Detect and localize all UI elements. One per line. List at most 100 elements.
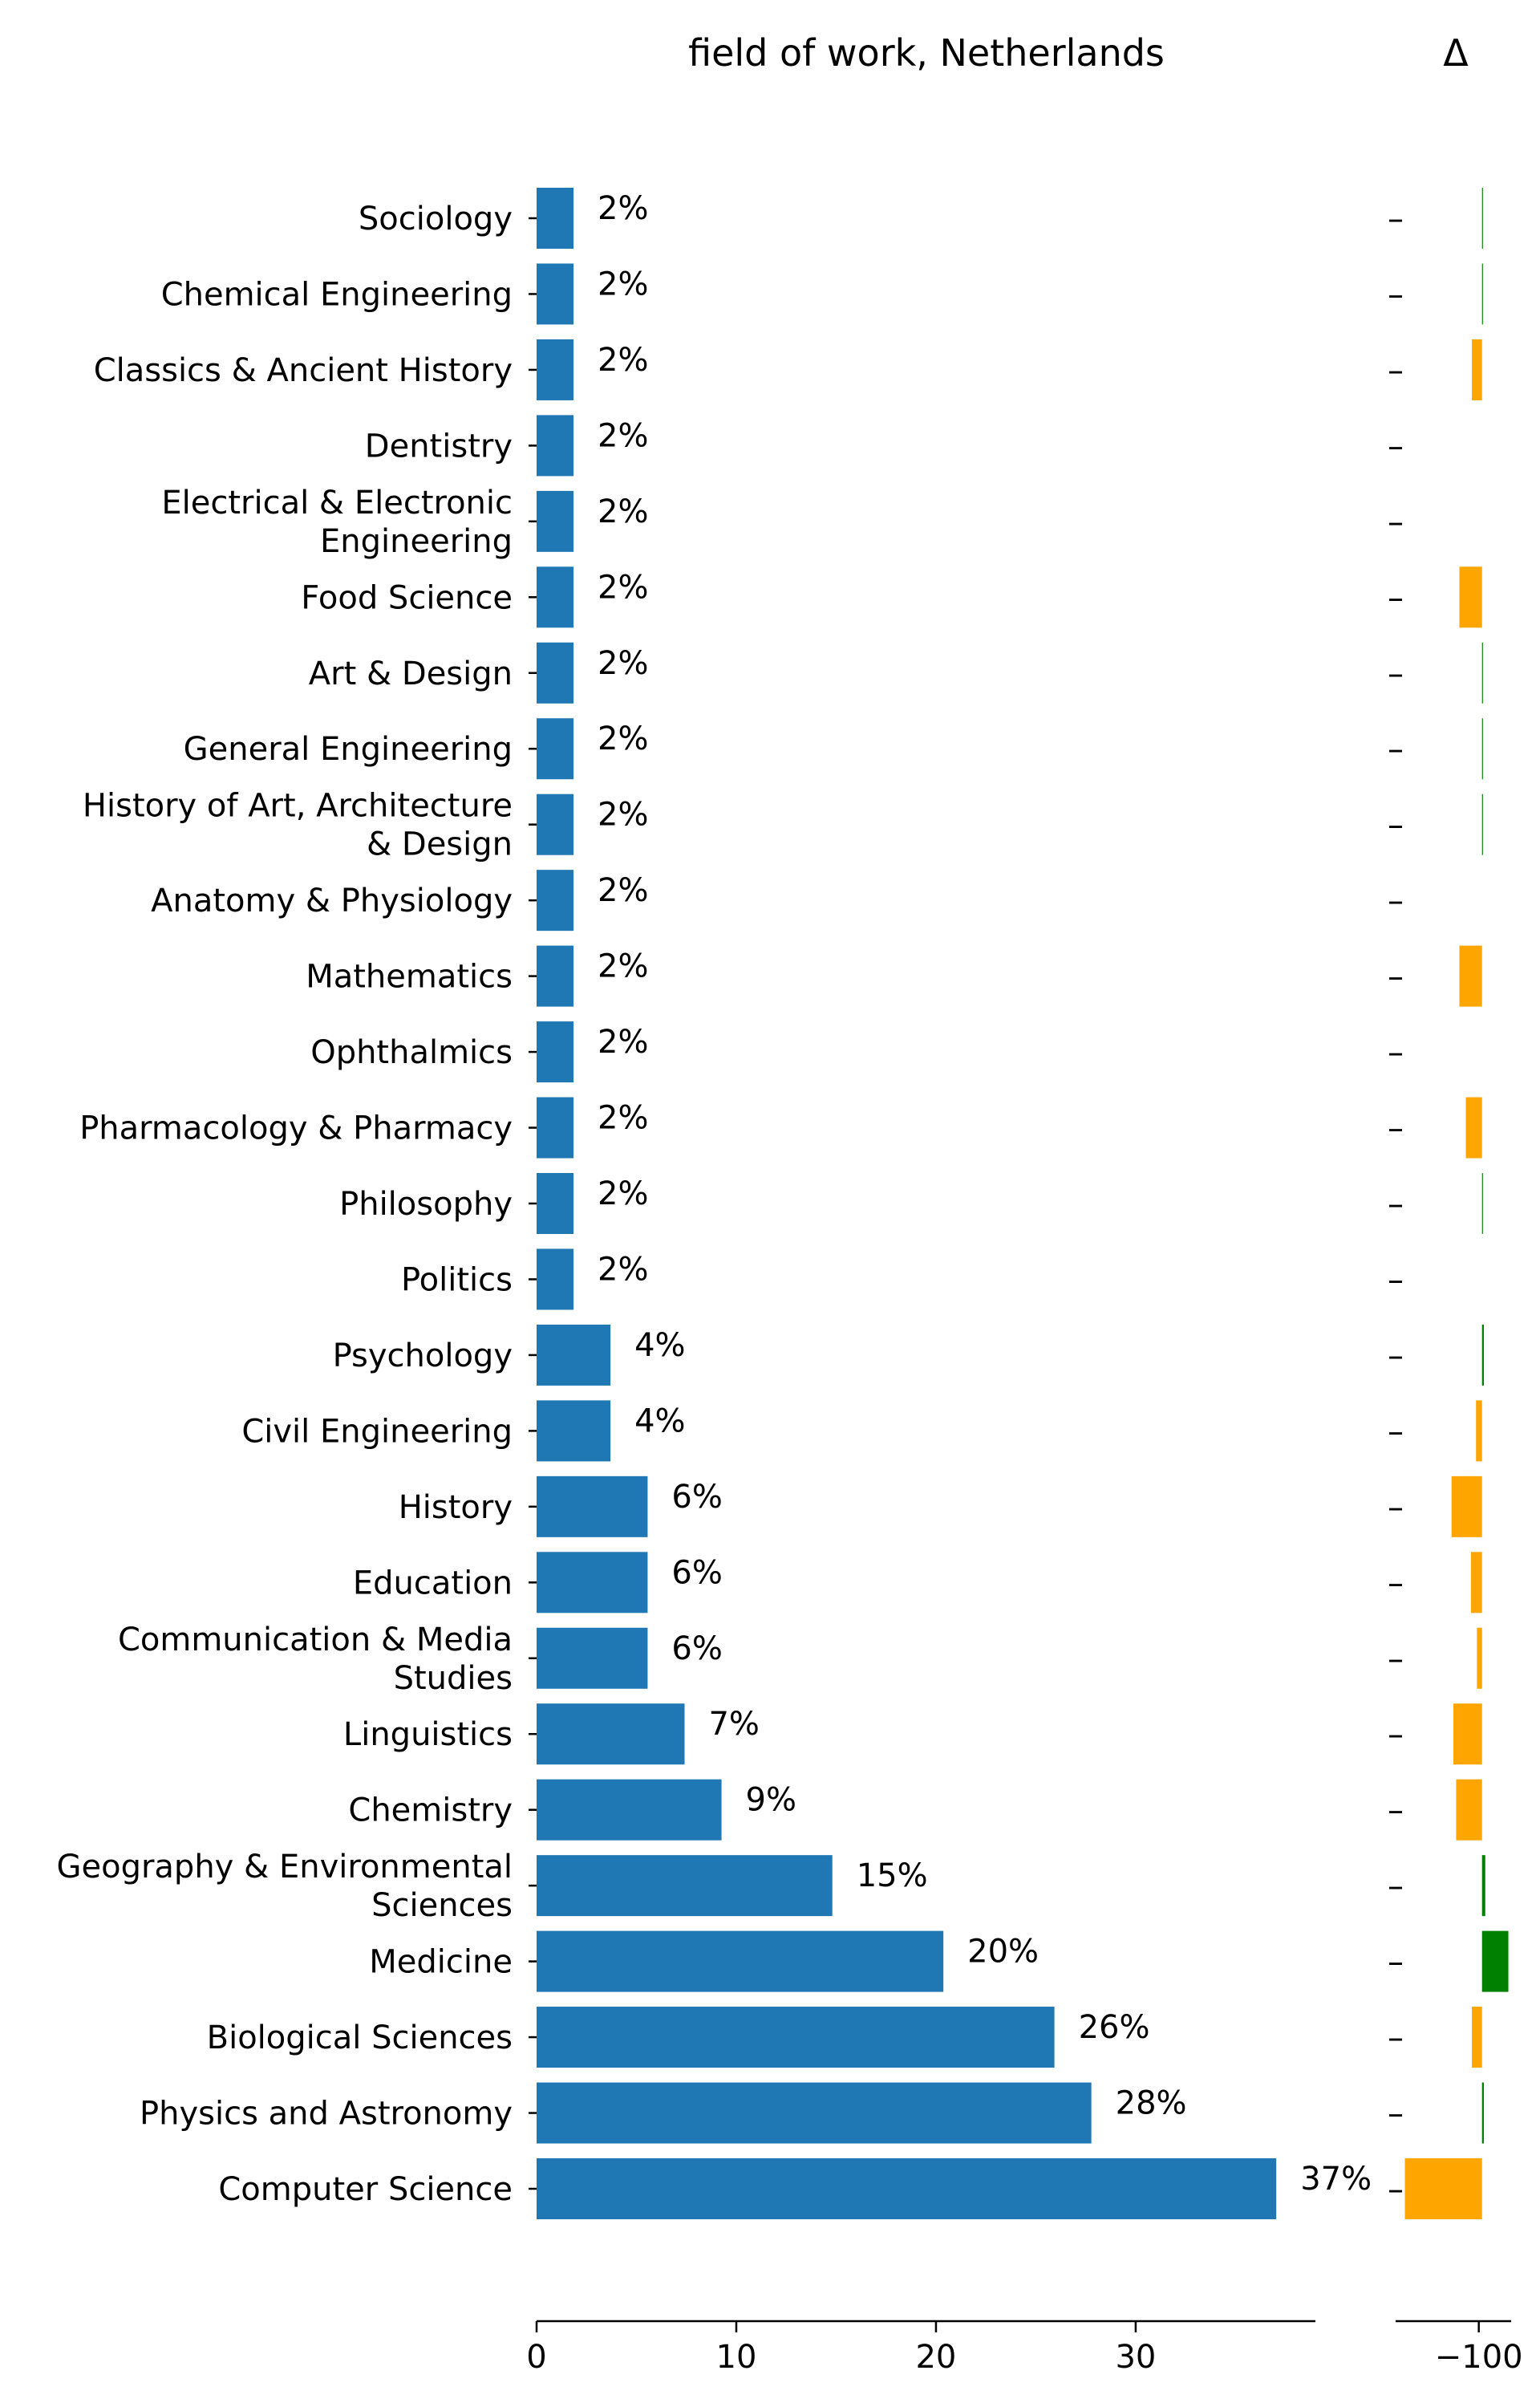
category-label: Biological Sciences [207,2019,513,2056]
x-tick-label: 10 [716,2339,757,2376]
delta-tick-label: – [1388,579,1404,616]
bar [537,1400,611,1462]
category-label: Linguistics [343,1716,513,1753]
value-label: 2% [598,417,648,454]
delta-bar [1472,339,1482,400]
category-label: Sciences [371,1887,513,1924]
delta-tick-label: – [1388,276,1404,313]
value-label: 2% [598,645,648,682]
category-label: Medicine [369,1944,513,1981]
value-label: 2% [598,1175,648,1212]
category-label: & Design [367,826,513,863]
delta-tick-label: – [1388,1261,1404,1298]
delta-bar [1453,1703,1482,1765]
delta-tick-label: – [1388,2096,1404,2133]
category-label: Psychology [333,1337,513,1374]
category-label: Politics [401,1261,513,1298]
delta-tick-label: – [1388,1337,1404,1374]
delta-bar [1481,1855,1485,1917]
delta-bar [1481,1930,1509,1992]
value-label: 2% [598,948,648,985]
bar [537,263,574,325]
bar [537,794,574,855]
delta-bar [1459,945,1482,1007]
delta-bar [1465,1097,1482,1159]
value-label: 26% [1079,2009,1150,2046]
bar [537,1552,648,1613]
x-tick-label: 20 [915,2339,956,2376]
delta-tick-label: – [1388,1716,1404,1753]
bar [537,2007,1055,2068]
delta-tick-label: – [1388,1186,1404,1223]
delta-tick-label: – [1388,1565,1404,1601]
delta-tick-label: – [1388,504,1404,541]
value-label: 2% [598,1100,648,1137]
delta-bar [1470,1552,1482,1613]
delta-tick-label: – [1388,1034,1404,1071]
category-label: Geography & Environmental [57,1849,513,1885]
delta-bar [1481,642,1483,704]
bar [537,1173,574,1234]
delta-tick-label: – [1388,883,1404,919]
value-label: 2% [598,190,648,227]
delta-tick-label: – [1388,1413,1404,1450]
category-label: Electrical & Electronic [161,485,513,522]
x-tick-label: 30 [1115,2339,1156,2376]
delta-tick-label: – [1388,428,1404,465]
bar [537,1324,611,1386]
bar [537,642,574,704]
bar [537,1855,833,1917]
main-plot-area: Sociology 2% Chemical Engineering 2% Classic… [57,188,1372,2376]
delta-bar [1481,718,1483,780]
delta-tick-label: – [1388,352,1404,389]
category-label: Education [353,1565,513,1601]
bar [537,1779,722,1841]
bar [537,490,574,552]
value-label: 9% [746,1782,796,1819]
delta-bar [1459,566,1482,628]
delta-bar [1481,188,1483,249]
delta-bar [1481,2082,1485,2144]
delta-x-tick-label: −100 [1435,2339,1523,2376]
value-label: 6% [671,1554,722,1591]
bar [537,1930,944,1992]
bar [537,718,574,780]
bar [537,566,574,628]
delta-bar [1481,263,1483,325]
bar [537,188,574,249]
delta-tick-label: – [1388,1110,1404,1147]
value-label: 2% [598,493,648,530]
category-label: History of Art, Architecture [83,788,513,825]
value-label: 2% [598,569,648,606]
delta-tick-label: – [1388,731,1404,768]
delta-tick-label: – [1388,1641,1404,1678]
delta-tick-label: – [1388,2171,1404,2208]
delta-bar [1481,1324,1485,1386]
bar [537,1097,574,1159]
delta-tick-label: – [1388,1868,1404,1905]
x-tick-label: 0 [526,2339,546,2376]
value-label: 2% [598,872,648,909]
category-label: Pharmacology & Pharmacy [79,1110,513,1147]
delta-plot-area: – – – – – – – – – – – – – – – – – – – – – – – – – – – −100 [1388,188,1523,2376]
category-label: Philosophy [339,1186,513,1223]
value-label: 2% [598,1251,648,1288]
delta-bar [1481,794,1483,855]
bar [537,1475,648,1537]
bar [537,1248,574,1310]
category-label: Sociology [359,201,513,237]
delta-tick-label: – [1388,201,1404,237]
category-label: General Engineering [184,731,513,768]
category-label: Engineering [320,523,513,560]
delta-tick-label: – [1388,959,1404,996]
category-label: Food Science [301,579,513,616]
value-label: 20% [967,1934,1039,1971]
delta-bar [1472,2007,1482,2068]
delta-bar [1456,1779,1482,1841]
value-label: 15% [857,1857,928,1894]
delta-bar [1481,1173,1483,1234]
category-label: Anatomy & Physiology [151,883,513,919]
delta-tick-label: – [1388,2019,1404,2056]
main-chart-title: field of work, Netherlands [688,31,1165,75]
